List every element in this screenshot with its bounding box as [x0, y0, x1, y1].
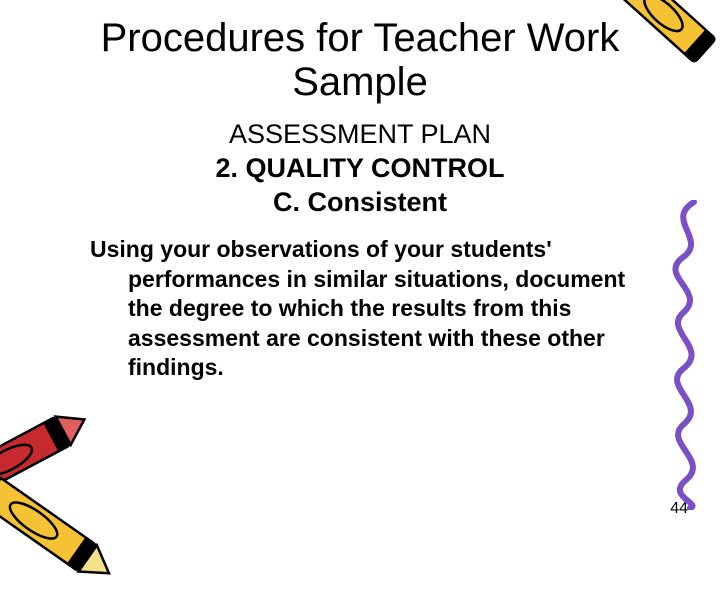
- subtitle-line-1: ASSESSMENT PLAN: [60, 118, 660, 152]
- subtitle-block: ASSESSMENT PLAN 2. QUALITY CONTROL C. Co…: [60, 118, 660, 219]
- subtitle-line-2: 2. QUALITY CONTROL: [60, 152, 660, 186]
- crayon-icon: [0, 456, 141, 608]
- slide: Procedures for Teacher Work Sample ASSES…: [0, 0, 720, 540]
- slide-title: Procedures for Teacher Work Sample: [60, 16, 660, 104]
- subtitle-line-3: C. Consistent: [60, 186, 660, 220]
- body-paragraph: Using your observations of your students…: [118, 235, 660, 382]
- squiggle-icon: [654, 200, 720, 510]
